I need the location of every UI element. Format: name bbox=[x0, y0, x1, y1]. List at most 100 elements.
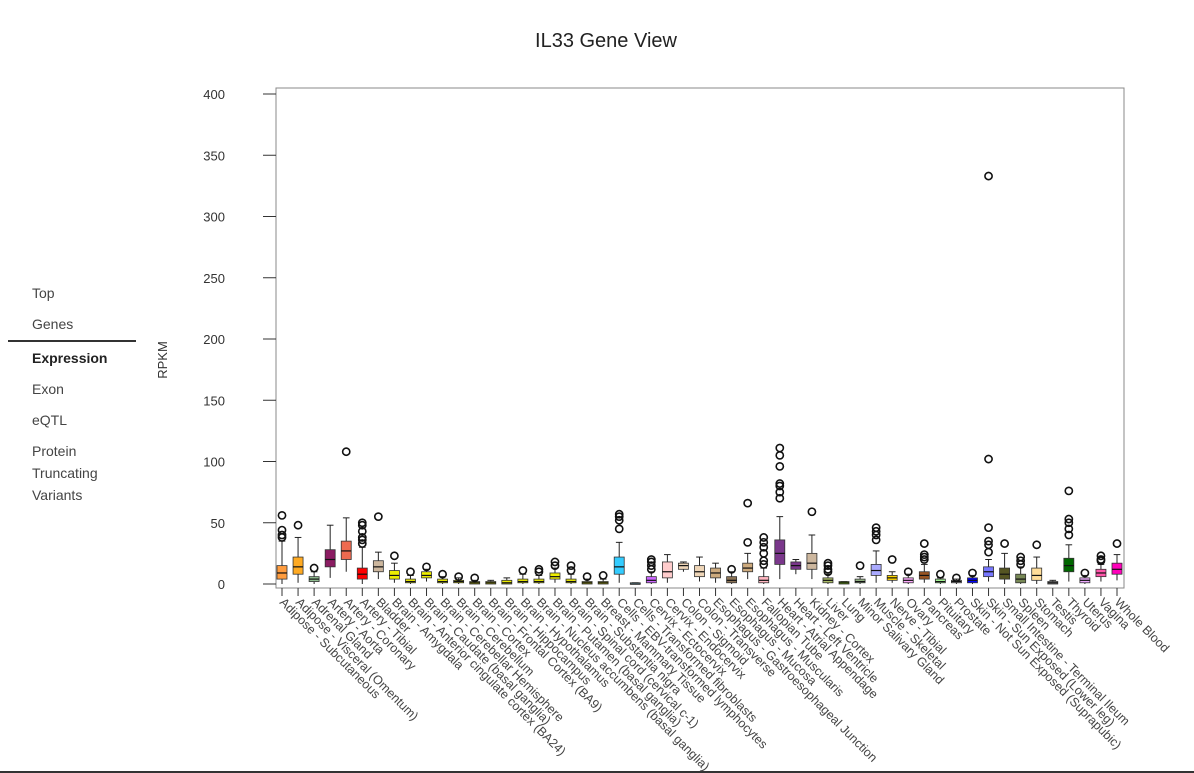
y-tick-label: 0 bbox=[218, 577, 225, 592]
outlier-point bbox=[1064, 530, 1074, 540]
box bbox=[389, 570, 400, 580]
outlier-point bbox=[614, 509, 624, 519]
y-tick-label: 50 bbox=[211, 516, 225, 531]
outlier-point bbox=[534, 564, 544, 574]
outlier-point bbox=[357, 533, 367, 542]
box bbox=[501, 579, 513, 585]
outlier-point bbox=[277, 525, 287, 535]
nav-item-eqtl[interactable]: eQTL bbox=[32, 412, 68, 428]
y-axis-label: RPKM bbox=[155, 341, 170, 379]
outlier-point bbox=[341, 447, 351, 457]
outlier-point bbox=[759, 560, 769, 569]
outlier-point bbox=[903, 567, 913, 577]
outlier-point bbox=[293, 520, 303, 530]
box bbox=[758, 576, 770, 584]
outlier-point bbox=[1016, 552, 1026, 562]
outlier-point bbox=[743, 498, 753, 508]
outlier-point bbox=[438, 569, 447, 579]
outlier-point bbox=[1096, 555, 1106, 564]
outlier-point bbox=[871, 535, 881, 545]
box bbox=[678, 562, 689, 570]
box bbox=[437, 578, 448, 584]
box bbox=[806, 552, 818, 570]
box bbox=[372, 560, 384, 573]
box bbox=[549, 572, 561, 580]
outlier-point bbox=[566, 566, 576, 575]
outlier-point bbox=[1112, 539, 1122, 548]
box bbox=[517, 578, 529, 584]
box bbox=[324, 549, 336, 568]
page-title: IL33 Gene View bbox=[535, 30, 677, 52]
box bbox=[340, 540, 352, 560]
outlier-point bbox=[357, 518, 367, 528]
outlier-point bbox=[871, 523, 881, 533]
box bbox=[1111, 562, 1123, 575]
outlier-point bbox=[582, 572, 592, 582]
outlier-point bbox=[984, 454, 993, 464]
gene-page-nav: Top Genes Expression Exon eQTL Protein T… bbox=[8, 282, 138, 506]
nav-item-label-line: Truncating bbox=[32, 465, 98, 481]
outlier-point bbox=[775, 479, 785, 488]
outlier-point bbox=[855, 561, 865, 571]
box bbox=[999, 567, 1010, 580]
outlier-point bbox=[775, 443, 785, 453]
plot-frame bbox=[275, 87, 1125, 589]
outlier-point bbox=[775, 450, 785, 460]
outlier-point bbox=[935, 569, 945, 579]
outlier-point bbox=[1064, 518, 1074, 528]
outlier-point bbox=[566, 561, 576, 571]
nav-item-protein-truncating-variants[interactable]: Protein Truncating Variants bbox=[8, 440, 138, 506]
outlier-point bbox=[1064, 524, 1074, 534]
box bbox=[1015, 573, 1027, 584]
outlier-point bbox=[919, 550, 929, 559]
box bbox=[1031, 567, 1043, 581]
outlier-point bbox=[1000, 539, 1009, 548]
outlier-point bbox=[646, 561, 656, 571]
outlier-point bbox=[614, 524, 624, 534]
outlier-point bbox=[422, 562, 431, 572]
box bbox=[565, 578, 577, 584]
outlier-point bbox=[1096, 551, 1106, 561]
nav-item-top[interactable]: Top bbox=[32, 285, 55, 301]
box bbox=[613, 556, 625, 575]
box bbox=[870, 564, 882, 576]
nav-item-exon[interactable]: Exon bbox=[32, 381, 64, 397]
outlier-point bbox=[454, 572, 464, 582]
outlier-point bbox=[775, 487, 785, 497]
outlier-point bbox=[646, 555, 656, 564]
outlier-point bbox=[357, 539, 367, 548]
nav-item-expression[interactable]: Expression bbox=[32, 350, 108, 366]
outlier-point bbox=[1016, 556, 1026, 566]
outlier-point bbox=[598, 571, 608, 580]
box bbox=[421, 571, 432, 579]
outlier-point bbox=[470, 573, 480, 583]
nav-item-genes[interactable]: Genes bbox=[32, 316, 74, 332]
outlier-point bbox=[984, 536, 993, 546]
y-tick-label: 100 bbox=[203, 455, 225, 470]
outlier-point bbox=[759, 537, 769, 547]
y-tick-label: 200 bbox=[203, 332, 225, 347]
outlier-point bbox=[984, 523, 993, 533]
outlier-point bbox=[775, 493, 785, 503]
outlier-point bbox=[759, 542, 769, 552]
box bbox=[774, 539, 786, 565]
outlier-point bbox=[550, 561, 560, 571]
outlier-point bbox=[390, 551, 399, 561]
y-tick-label: 350 bbox=[203, 148, 225, 163]
outlier-point bbox=[277, 530, 287, 540]
outlier-point bbox=[1032, 540, 1042, 550]
box bbox=[694, 565, 705, 578]
outlier-point bbox=[968, 568, 977, 578]
box bbox=[645, 576, 657, 584]
box bbox=[1063, 557, 1075, 573]
nav-divider bbox=[8, 340, 136, 342]
box bbox=[854, 578, 866, 584]
box bbox=[726, 576, 738, 584]
outlier-point bbox=[823, 564, 833, 574]
outlier-point bbox=[823, 558, 833, 568]
box bbox=[742, 562, 754, 573]
outlier-point bbox=[1080, 568, 1090, 578]
outlier-point bbox=[614, 515, 624, 525]
box bbox=[356, 567, 368, 580]
nav-item-label-line: Variants bbox=[32, 487, 83, 503]
